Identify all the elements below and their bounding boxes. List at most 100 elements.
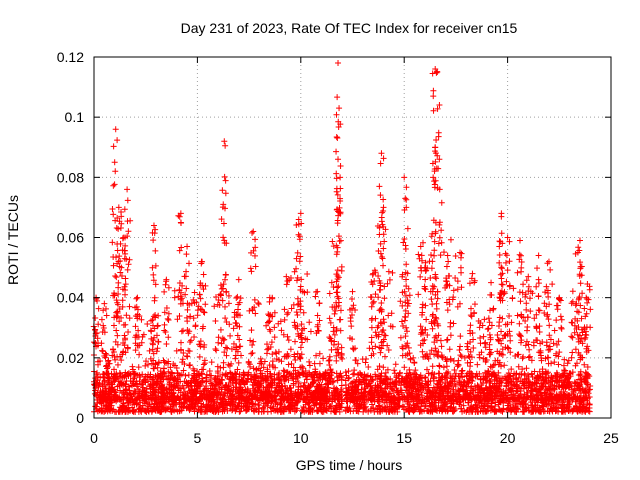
data-point <box>242 407 249 414</box>
data-point <box>550 404 557 411</box>
data-point <box>182 372 189 379</box>
data-point <box>221 173 228 180</box>
data-point <box>316 360 323 367</box>
data-point <box>455 361 462 368</box>
data-point <box>504 402 511 409</box>
data-point <box>586 408 593 415</box>
data-point <box>333 133 340 140</box>
data-point <box>227 405 234 412</box>
data-point <box>401 313 408 320</box>
data-point <box>219 371 226 378</box>
data-point <box>460 402 467 409</box>
data-point <box>285 404 292 411</box>
data-point <box>491 383 498 390</box>
data-point <box>164 315 171 322</box>
data-point <box>536 329 543 336</box>
data-point <box>191 408 198 415</box>
data-point <box>333 148 340 155</box>
data-point <box>336 402 343 409</box>
data-point <box>569 349 576 356</box>
data-point <box>122 321 129 328</box>
data-point <box>568 354 575 361</box>
data-point <box>187 405 194 412</box>
data-point <box>132 323 139 330</box>
data-point <box>477 334 484 341</box>
data-point <box>327 319 334 326</box>
data-point <box>142 362 149 369</box>
data-point <box>336 408 343 415</box>
data-point <box>213 347 220 354</box>
data-point <box>451 367 458 374</box>
data-point <box>488 403 495 410</box>
data-point <box>391 399 398 406</box>
data-point <box>442 408 449 415</box>
data-point <box>110 211 117 218</box>
data-point <box>348 295 355 302</box>
data-point <box>178 328 185 335</box>
data-point <box>178 220 185 227</box>
data-point <box>378 150 385 157</box>
data-point <box>126 303 133 310</box>
data-point <box>248 268 255 275</box>
data-point <box>105 377 112 384</box>
data-point <box>208 359 215 366</box>
data-point <box>334 377 341 384</box>
data-point <box>452 406 459 413</box>
data-point <box>285 361 292 368</box>
data-point <box>165 317 172 323</box>
data-point <box>235 399 242 406</box>
data-point <box>484 402 491 409</box>
data-point <box>405 300 412 307</box>
data-point <box>198 408 205 415</box>
data-point <box>380 155 387 162</box>
data-point <box>233 320 240 327</box>
data-point <box>474 361 481 368</box>
data-point <box>183 285 190 292</box>
data-point <box>293 265 300 272</box>
data-point <box>192 322 199 329</box>
data-point <box>123 312 130 319</box>
data-point <box>365 364 372 371</box>
data-point <box>380 262 387 269</box>
data-point <box>250 338 257 345</box>
data-point <box>545 293 552 300</box>
data-point <box>518 371 525 378</box>
data-point <box>422 403 429 410</box>
data-point <box>335 156 342 163</box>
data-point <box>388 401 395 408</box>
data-point <box>338 263 345 270</box>
data-point <box>304 270 311 277</box>
data-point <box>403 261 410 268</box>
data-point <box>222 276 229 283</box>
data-point <box>98 316 105 323</box>
data-point <box>376 286 383 293</box>
data-point <box>371 398 378 405</box>
data-point <box>391 406 398 413</box>
data-point <box>252 236 259 243</box>
data-point <box>183 353 190 360</box>
data-point <box>171 294 178 301</box>
data-point <box>102 305 109 312</box>
data-point <box>452 253 459 260</box>
data-point <box>568 333 575 340</box>
data-point <box>396 402 403 409</box>
data-point <box>348 311 355 318</box>
data-point <box>411 360 418 366</box>
data-point <box>125 328 132 335</box>
data-point <box>377 349 384 356</box>
data-point <box>223 402 230 409</box>
data-point <box>426 258 433 265</box>
data-point <box>295 380 302 387</box>
data-point <box>99 347 106 354</box>
data-point <box>439 406 446 413</box>
data-point <box>297 354 304 361</box>
data-point <box>425 370 432 377</box>
data-point <box>255 301 262 308</box>
data-point <box>146 374 153 381</box>
data-point <box>124 197 131 204</box>
data-point <box>372 405 379 412</box>
data-point <box>178 339 185 346</box>
data-point <box>337 316 344 323</box>
data-point <box>368 324 375 331</box>
data-point <box>176 247 183 254</box>
